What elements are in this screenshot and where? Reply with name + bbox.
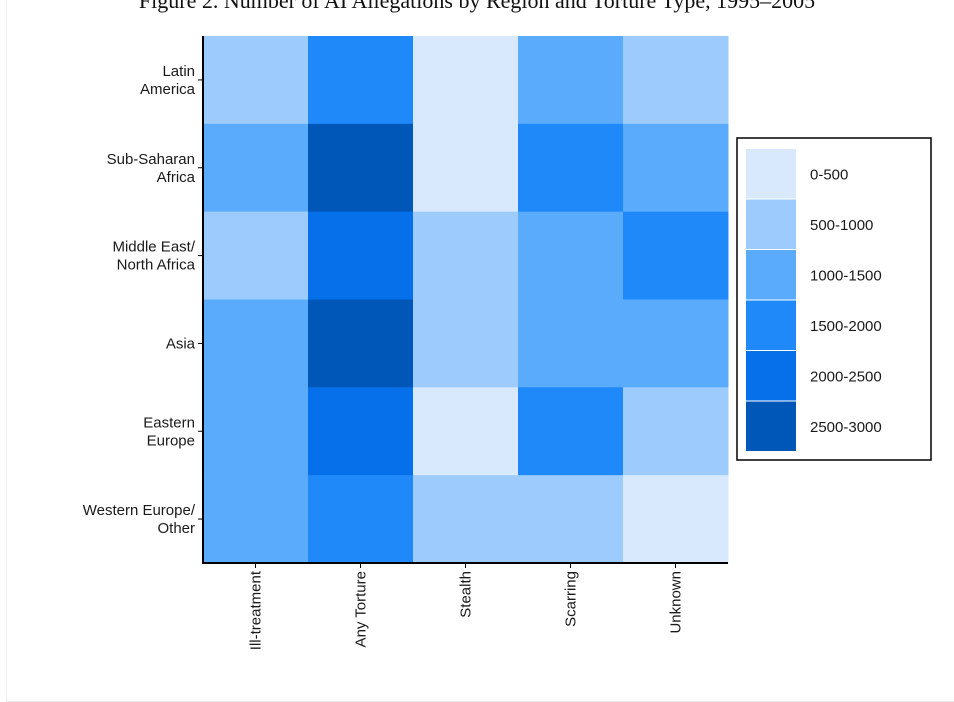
legend-label-1500-2000: 1500-2000 — [810, 318, 882, 335]
legend-label-500-1000: 500-1000 — [810, 217, 873, 234]
legend-swatch-2000-2500 — [746, 351, 796, 401]
row-label-eastern-europe: Eastern Europe — [143, 414, 195, 449]
legend: 0-500 500-1000 1000-1500 1500-2000 2000-2500… — [736, 137, 932, 461]
cell-eastern-europe-unknown — [623, 387, 729, 476]
cell-western-europe-other-stealth — [413, 475, 519, 564]
row-label-sub-saharan-africa: Sub-Saharan Africa — [107, 151, 196, 186]
heatmap-cells — [203, 36, 729, 564]
row-label-latin-america: Latin America — [140, 63, 196, 98]
cell-asia-scarring — [518, 299, 624, 388]
row-labels: Latin America Sub-Saharan Africa Middle East… — [83, 63, 196, 537]
cell-eastern-europe-ill-treatment — [203, 387, 309, 476]
cell-eastern-europe-stealth — [413, 387, 519, 476]
cell-asia-ill-treatment — [203, 299, 309, 388]
cell-western-europe-other-ill-treatment — [203, 475, 309, 564]
cell-asia-unknown — [623, 299, 729, 388]
legend-label-0-500: 0-500 — [810, 166, 848, 183]
legend-swatch-500-1000 — [746, 199, 796, 249]
column-label-unknown: Unknown — [668, 571, 685, 634]
row-label-asia: Asia — [166, 335, 196, 352]
legend-swatch-1000-1500 — [746, 250, 796, 300]
cell-latin-america-any-torture — [308, 36, 414, 125]
cell-asia-any-torture — [308, 299, 414, 388]
row-label-middle-east-north-africa: Middle East/North Africa — [112, 239, 195, 274]
axes — [198, 36, 728, 568]
column-label-any-torture: Any Torture — [353, 571, 370, 647]
column-label-stealth: Stealth — [458, 571, 475, 618]
cell-asia-stealth — [413, 299, 519, 388]
cell-middle-east-north-africa-scarring — [518, 211, 624, 300]
legend-swatch-2500-3000 — [746, 401, 796, 451]
column-label-scarring: Scarring — [563, 571, 580, 627]
cell-sub-saharan-africa-ill-treatment — [203, 123, 309, 213]
legend-label-2500-3000: 2500-3000 — [810, 419, 882, 436]
legend-swatch-1500-2000 — [746, 300, 796, 350]
column-label-ill-treatment: Ill-treatment — [248, 570, 265, 650]
cell-western-europe-other-scarring — [518, 475, 624, 564]
cell-latin-america-scarring — [518, 36, 624, 125]
cell-sub-saharan-africa-unknown — [623, 123, 729, 213]
cell-western-europe-other-any-torture — [308, 475, 414, 564]
chart-title: Figure 2. Number of AI Allegations by Re… — [138, 0, 816, 13]
cell-western-europe-other-unknown — [623, 475, 729, 564]
cell-middle-east-north-africa-stealth — [413, 211, 519, 300]
cell-sub-saharan-africa-stealth — [413, 123, 519, 213]
cell-middle-east-north-africa-unknown — [623, 211, 729, 300]
cell-middle-east-north-africa-any-torture — [308, 211, 414, 300]
cell-eastern-europe-scarring — [518, 387, 624, 476]
cell-latin-america-ill-treatment — [203, 36, 309, 125]
column-labels: Ill-treatment Any Torture Stealth Scarring U… — [248, 570, 685, 650]
legend-swatch-0-500 — [746, 149, 796, 199]
row-label-western-europe-other: Western Europe/Other — [83, 502, 196, 537]
cell-eastern-europe-any-torture — [308, 387, 414, 476]
cell-sub-saharan-africa-scarring — [518, 123, 624, 213]
legend-label-2000-2500: 2000-2500 — [810, 368, 882, 385]
cell-latin-america-stealth — [413, 36, 519, 125]
cell-middle-east-north-africa-ill-treatment — [203, 211, 309, 300]
legend-label-1000-1500: 1000-1500 — [810, 267, 882, 284]
cell-latin-america-unknown — [623, 36, 729, 125]
cell-sub-saharan-africa-any-torture — [308, 123, 414, 213]
